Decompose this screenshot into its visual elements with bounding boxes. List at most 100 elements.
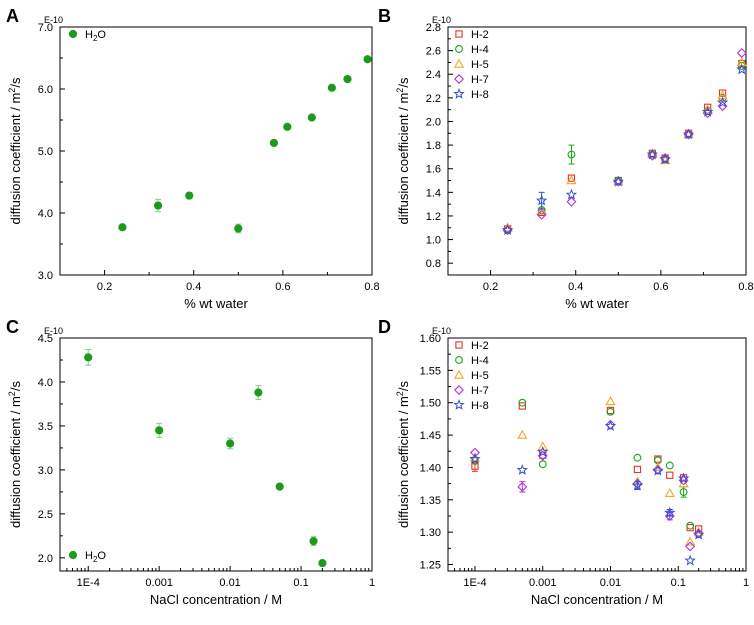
y-tick-label: 6.0 xyxy=(38,84,53,96)
legend-label-main: H xyxy=(85,29,93,41)
chart-panel-B: B E-10 0.8 1.0 1.2 1.4 1.6 1.8 2.0 2.2 2.4 2.6 2.8 0.… xyxy=(378,6,754,311)
legend-entry: H-7 xyxy=(454,74,489,86)
H-5-marker xyxy=(517,429,528,439)
H-7-marker xyxy=(605,419,616,430)
H-4-marker xyxy=(679,488,688,496)
series-H-8 xyxy=(501,63,748,235)
legend-entry: H-8 xyxy=(453,88,489,101)
y-tick-label: 2.6 xyxy=(426,46,441,58)
x-axis-label: NaCl concentration / M xyxy=(531,592,663,607)
y-axis-label-sup: 2 xyxy=(7,391,17,396)
H-5-marker xyxy=(652,462,663,472)
H₂O-marker xyxy=(226,439,235,448)
legend-label-sub: 2 xyxy=(93,34,98,43)
H-2-marker xyxy=(518,402,526,410)
y-tick-label: 1.8 xyxy=(426,140,441,152)
legend-label: H-8 xyxy=(471,400,489,412)
H-8-marker xyxy=(682,128,695,140)
H-4-marker xyxy=(665,461,674,470)
y-tick-label: 2.8 xyxy=(426,22,441,34)
y-tick-label: 3.0 xyxy=(38,270,53,282)
H-8-marker xyxy=(631,479,644,491)
H-7-marker xyxy=(678,475,689,486)
H-8-marker xyxy=(453,399,465,410)
H-7-marker xyxy=(454,74,464,84)
y-axis-label-main: diffusion coefficient / m xyxy=(396,396,411,528)
H-8-marker xyxy=(646,148,659,160)
y-tick-label: 1.60 xyxy=(420,333,441,345)
H-2-marker xyxy=(567,174,576,182)
panel-letter: C xyxy=(6,317,19,337)
H-5-marker xyxy=(453,369,465,379)
H-2-marker xyxy=(471,462,479,470)
H-8-marker xyxy=(453,88,465,99)
y-axis-label: diffusion coefficient / m2/s xyxy=(7,381,23,528)
H-7-marker xyxy=(454,385,464,395)
legend-label: H-7 xyxy=(471,385,489,397)
y-tick-label: 1.55 xyxy=(420,365,441,377)
legend-label: H-8 xyxy=(471,89,489,101)
H-7-marker xyxy=(517,481,528,492)
H₂O-marker xyxy=(309,537,318,546)
legend-entry: H-5 xyxy=(453,58,489,71)
H-2-marker xyxy=(666,471,674,479)
H-8-marker xyxy=(736,63,748,75)
H-8-marker xyxy=(537,445,549,457)
H-8-marker xyxy=(677,472,690,484)
y-tick-label: 1.50 xyxy=(420,398,441,410)
H-4-marker xyxy=(455,356,463,364)
x-tick-label: 0.8 xyxy=(364,281,379,293)
legend-entry: H-2 xyxy=(455,29,489,41)
x-tick-label: 1 xyxy=(743,577,749,589)
H-4-marker xyxy=(633,453,642,462)
H-5-marker xyxy=(502,222,513,232)
series-H-5 xyxy=(502,57,747,232)
H-8-marker xyxy=(516,464,528,475)
y-tick-label: 1.30 xyxy=(420,527,441,539)
H₂O-marker xyxy=(283,122,292,131)
y-tick-label: 4.0 xyxy=(38,208,53,220)
x-tick-label: 0.001 xyxy=(529,577,557,589)
y-tick-label: 1.25 xyxy=(420,560,441,572)
H-8-marker xyxy=(469,453,481,464)
H-8-marker xyxy=(501,224,514,235)
panel-letter: D xyxy=(378,317,391,337)
legend-label: H-5 xyxy=(471,59,489,71)
H-7-marker xyxy=(536,209,547,220)
H-8-marker xyxy=(604,420,617,431)
series-H-7 xyxy=(502,48,747,236)
y-axis-label-tail: /s xyxy=(396,381,411,392)
H-8-marker xyxy=(684,554,696,566)
y-axis-label-sup: 2 xyxy=(395,88,405,93)
y-tick-label: 1.35 xyxy=(420,495,441,507)
H₂O-marker xyxy=(254,388,263,397)
H₂O-marker xyxy=(68,29,78,39)
panel-letter: A xyxy=(6,6,19,26)
H-7-marker xyxy=(693,528,704,539)
series-H₂O xyxy=(118,55,372,234)
H-8-marker xyxy=(659,153,671,165)
H-5-marker xyxy=(566,175,577,185)
legend-label: H2O xyxy=(85,29,106,43)
H₂O-marker xyxy=(269,138,279,148)
x-tick-label: 0.2 xyxy=(483,281,498,293)
legend-label: H-4 xyxy=(471,44,489,56)
H-8-marker xyxy=(612,175,624,187)
H-8-marker xyxy=(664,506,676,518)
legend-label-tail: O xyxy=(97,550,106,562)
chart-panel-C: C E-10 2.0 2.5 3.0 3.5 4.0 4.5 1E-4 0.001 0.01 0.1 1… xyxy=(6,317,375,607)
H-2-marker xyxy=(455,341,463,349)
y-axis-label-sup: 2 xyxy=(395,391,405,396)
x-tick-label: 0.01 xyxy=(219,577,240,589)
H-8-marker xyxy=(716,96,729,108)
plot-frame xyxy=(59,26,373,276)
H-7-marker xyxy=(660,153,671,164)
H-5-marker xyxy=(537,441,548,451)
H-5-marker xyxy=(664,488,675,498)
y-axis-label-tail: /s xyxy=(8,77,23,88)
legend-label-sub: 2 xyxy=(93,555,98,564)
legend-entry: H2O xyxy=(68,550,106,564)
chart-panel-A: A E-10 3.0 4.0 5.0 6.0 7.0 0.2 0.4 0.6 0.8 % wt wat… xyxy=(6,6,380,311)
H-8-marker xyxy=(692,528,705,540)
